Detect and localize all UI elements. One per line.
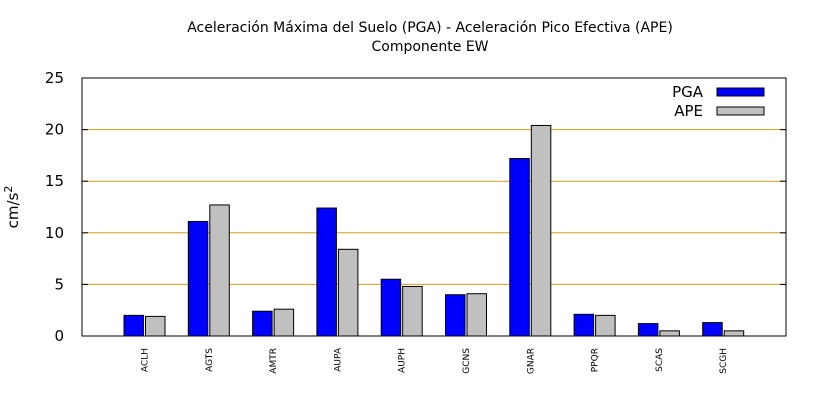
y-tick-label: 5 [54,275,64,293]
x-tick-label: GNAR [526,348,536,374]
chart-title-line-1: Aceleración Máxima del Suelo (PGA) - Ace… [187,20,673,36]
bar-pga-agts [187,220,209,337]
x-tick-label: AUPH [398,348,408,373]
bar-pga-auph [380,278,402,337]
bar-pga-scgh [702,322,723,337]
svg-text:cm/s2: cm/s2 [2,186,22,229]
y-tick-label: 15 [45,172,64,190]
y-axis-label: cm/s2 [2,186,22,229]
y-tick-label: 0 [54,327,64,345]
x-tick-label: AGTS [205,348,215,372]
legend-label-ape: APE [674,102,703,120]
y-axis-label-base: cm/s [4,192,22,228]
legend-swatch-pga [716,87,765,97]
bar-pga-ppqr [573,313,595,337]
y-axis-label-exponent: 2 [2,186,15,193]
chart-title-line-2: Componente EW [371,39,488,55]
x-tick-label: AMTR [269,348,279,374]
x-tick-label: SCGH [719,348,729,374]
x-tick-label: PPQR [591,348,601,372]
y-tick-label: 20 [45,121,64,139]
grid-lines [82,129,786,285]
legend-swatch-ape [716,106,765,116]
x-tick-label: AUPA [333,347,343,372]
y-axis-ticks: 0 5 10 15 20 25 [45,69,786,345]
bar-ape-scgh [723,330,745,337]
x-tick-label: GCNS [462,348,472,374]
bar-ape-scas [659,330,680,337]
bar-ape-aupa [337,248,359,337]
bar-ape-gnar [530,124,552,337]
bar-ape-aclh [145,315,166,337]
bar-ape-auph [402,285,423,337]
bar-ape-agts [209,204,230,337]
bar-pga-aclh [123,314,144,337]
bar-ape-ppqr [595,314,616,337]
bar-pga-amtr [252,310,273,337]
plot-frame [81,77,787,337]
x-axis-ticks: ACLH AGTS AMTR AUPA AUPH GCNS GNAR PPQR SCAS SCGH [141,347,730,374]
x-tick-label: ACLH [141,348,151,372]
y-tick-label: 10 [45,224,64,242]
bar-ape-gcns [466,293,487,337]
x-tick-label: SCAS [655,348,665,372]
bar-pga-scas [637,323,659,337]
bar-pga-gcns [445,294,466,337]
legend-label-pga: PGA [672,83,704,101]
bar-ape-amtr [273,308,295,337]
y-tick-label: 25 [45,69,64,87]
bar-pga-aupa [316,207,337,337]
bar-pga-gnar [509,157,530,337]
bars [123,124,745,337]
